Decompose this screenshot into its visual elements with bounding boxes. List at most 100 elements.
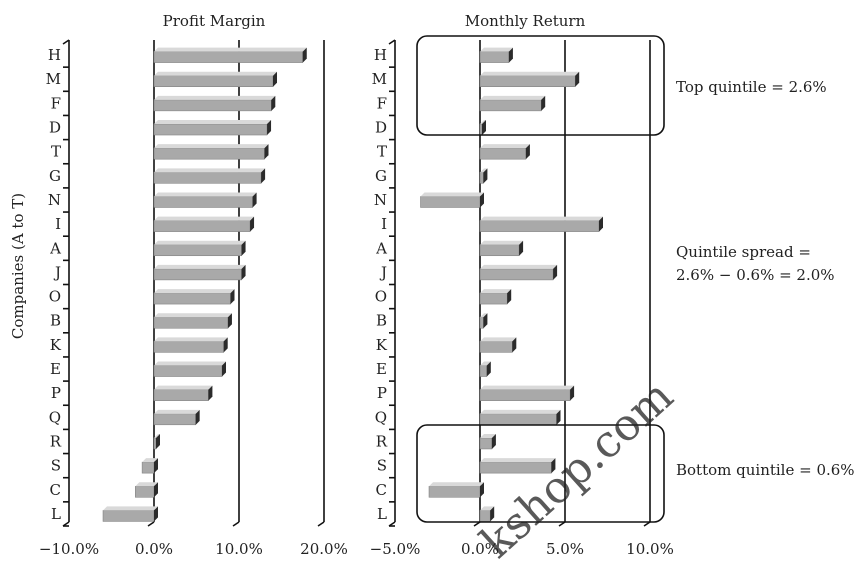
profit-margin-bar-top [103,506,158,511]
profit-margin-bar-side [302,47,307,63]
monthly-return-category-label: I [381,215,387,233]
profit-margin-bar-side [208,385,213,401]
monthly-return-bar [479,220,600,232]
profit-margin-frame [62,39,325,527]
profit-margin-left-axis-cap [62,39,70,45]
monthly-return-bar-top [429,482,484,487]
monthly-return-bar-top [420,192,484,197]
profit-margin-bar [153,172,262,184]
monthly-return-bar [479,268,554,281]
profit-margin-bar-side [252,192,257,208]
profit-margin-bar [153,437,157,450]
monthly-return-category-label: A [375,239,387,257]
monthly-return-bar-side [570,385,575,401]
monthly-return-bar [479,75,576,87]
monthly-return-bar-side [575,71,580,87]
profit-margin-category-label: C [50,481,61,499]
monthly-return-category-label: K [376,336,388,354]
monthly-return-category-label: G [375,167,387,185]
monthly-return-bar-top [480,95,546,100]
profit-margin-bar [153,123,268,136]
monthly-return-x-tick-label: 0.0% [461,540,499,558]
monthly-return-bar-side [599,216,603,232]
profit-margin-bar-side [227,313,232,329]
profit-margin-category-label: E [50,360,61,378]
profit-margin-bar-side [241,264,246,280]
quintile-boxes [416,35,665,523]
monthly-return-bar [479,51,510,63]
monthly-return-category-label: F [377,94,387,112]
monthly-return-bar-top [480,47,513,52]
top-quintile-box [416,35,665,136]
profit-margin-bar-top [154,433,160,438]
profit-margin-bar-side [267,120,272,136]
monthly-return-bar-top [480,361,491,366]
monthly-return-title: Monthly Return [465,12,586,30]
monthly-return-category-label: C [376,481,387,499]
monthly-return-bar-top [480,385,575,390]
profit-margin-title: Profit Margin [163,12,266,30]
monthly-return-category-label: R [376,432,388,450]
monthly-return-bar-side [525,144,530,160]
bottom-quintile-box [416,424,665,523]
profit-margin-category-label: P [51,384,61,402]
profit-margin-bar [153,99,272,112]
profit-margin-bar-side [154,482,158,498]
profit-margin-bar-side [250,216,255,232]
monthly-return-bar [479,316,484,329]
monthly-return-category-label: L [377,505,387,523]
monthly-return-bar-side [483,313,488,329]
profit-margin-bar-top [154,337,228,342]
profit-margin-category-label: Q [49,408,61,426]
profit-margin-category-label: M [46,70,61,88]
profit-margin-bar-side [241,240,246,256]
profit-margin-bar-top [154,192,257,197]
profit-margin-x-tick-label: 0.0% [135,540,173,558]
monthly-return-bar [428,486,481,498]
profit-margin-bar-side [154,458,158,474]
profit-margin-bar [135,486,155,498]
profit-margin-bar [153,341,224,353]
monthly-return-bar-top [480,120,486,125]
monthly-return-bar [479,244,520,257]
quintile-spread-annotation-line2: 2.6% − 0.6% = 2.0% [676,266,835,284]
monthly-return-bar-top [480,337,517,342]
profit-margin-category-label: O [49,288,61,306]
monthly-return-bar-top [480,216,603,221]
profit-margin-bar [153,316,229,329]
profit-margin-bar [153,268,242,281]
profit-margin-zero-axis-foot [147,521,155,527]
profit-margin-bar-top [154,95,276,100]
profit-margin-bar-top [154,361,226,366]
profit-margin-bar [153,413,196,426]
monthly-return-bar-side [541,95,546,111]
profit-margin-bar-side [223,337,228,353]
monthly-return-bar [420,196,481,208]
profit-margin-bar-top [154,71,277,76]
profit-margin-category-label: J [53,263,61,281]
profit-margin-category-label: G [49,167,61,185]
profit-margin-gridline-foot [317,521,325,527]
monthly-return-category-label: M [372,70,387,88]
profit-margin-bar-top [135,482,158,487]
monthly-return-category-label: S [377,457,387,475]
monthly-return-bar-side [508,47,513,63]
monthly-return-category-label: D [375,119,387,137]
monthly-return-bar-side [551,458,556,474]
y-axis-label: Companies (A to T) [9,193,27,339]
monthly-return-bar-side [482,120,486,136]
monthly-return-category-label: T [377,143,387,161]
profit-margin-bar [102,510,155,522]
profit-margin-x-tick-labels: −10.0% 0.0% 10.0% 20.0% [39,540,348,558]
monthly-return-bar-top [480,71,580,76]
monthly-return-bar-side [507,289,512,305]
profit-margin-category-label: K [50,336,62,354]
monthly-return-bar-top [480,409,561,414]
profit-margin-category-label: L [51,505,61,523]
profit-margin-bar-top [154,168,266,173]
profit-margin-bar-top [154,313,232,318]
profit-margin-bar-top [154,409,200,414]
monthly-return-bar-top [480,313,488,318]
